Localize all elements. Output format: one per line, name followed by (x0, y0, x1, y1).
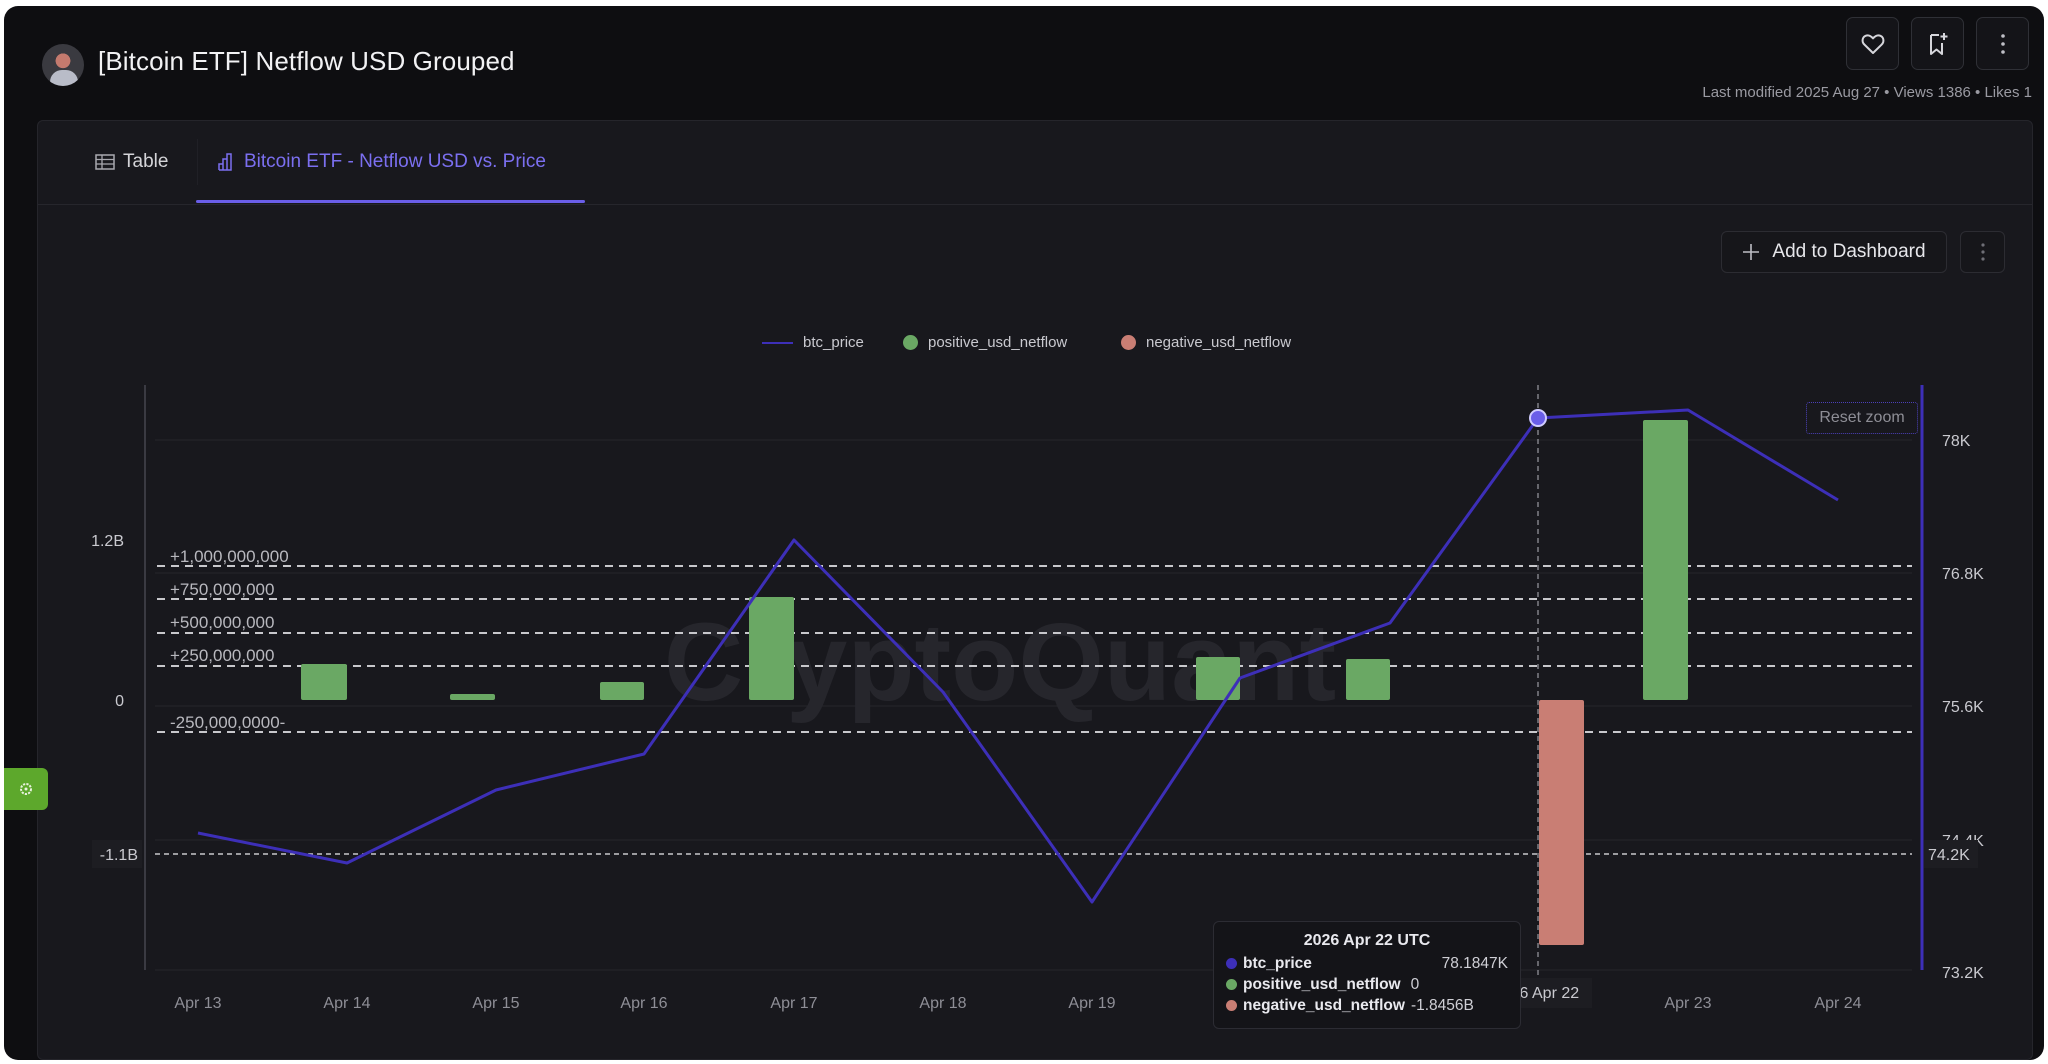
dot-icon (1226, 1000, 1237, 1011)
svg-text:Apr 16: Apr 16 (620, 995, 667, 1012)
reference-line-labels: +1,000,000,000 +750,000,000 +500,000,000… (170, 547, 289, 732)
bookmark-plus-icon (1929, 32, 1947, 55)
right-axis-labels: 78K 76.8K 75.6K 74.4K 73.2K (1942, 433, 1984, 982)
tooltip-row-negative: negative_usd_netflow -1.8456B (1226, 995, 1508, 1016)
gear-icon (20, 783, 32, 795)
svg-text:Apr 14: Apr 14 (323, 995, 370, 1012)
svg-text:+250,000,000: +250,000,000 (170, 646, 274, 665)
gridlines (155, 439, 1912, 971)
svg-text:Apr 24: Apr 24 (1814, 995, 1861, 1012)
left-crosshair-label: -1.1B (100, 847, 138, 864)
like-button[interactable] (1846, 17, 1899, 70)
chart-plot[interactable]: CryptoQuant +1,000,000,000 +750,000,000 … (4, 6, 2044, 1060)
right-crosshair-label-bg (1924, 840, 1978, 868)
svg-text:Apr 23: Apr 23 (1664, 995, 1711, 1012)
svg-text:Apr 17: Apr 17 (770, 995, 817, 1012)
svg-text:Apr 13: Apr 13 (174, 995, 221, 1012)
dot-icon (1226, 979, 1237, 990)
legend-label: btc_price (803, 334, 864, 351)
table-icon (95, 154, 115, 170)
legend-item-btc-price[interactable]: btc_price (762, 334, 864, 351)
dot-icon (1226, 958, 1237, 969)
svg-text:+500,000,000: +500,000,000 (170, 613, 274, 632)
tooltip-series-value: 0 (1410, 975, 1420, 993)
legend-item-positive-netflow[interactable]: positive_usd_netflow (903, 334, 1067, 351)
tooltip-series-name: positive_usd_netflow (1243, 975, 1401, 993)
tooltip-series-value: 78.1847K (1441, 954, 1508, 972)
svg-text:+1,000,000,000: +1,000,000,000 (170, 547, 289, 566)
more-vertical-icon (2000, 33, 2005, 54)
legend-item-negative-netflow[interactable]: negative_usd_netflow (1121, 334, 1291, 351)
tooltip-series-name: btc_price (1243, 954, 1312, 972)
add-to-dashboard-button[interactable]: Add to Dashboard (1721, 231, 1947, 273)
tooltip-series-value: -1.8456B (1410, 996, 1474, 1014)
hover-point-marker (1529, 409, 1547, 427)
dot-swatch-icon (1121, 335, 1136, 350)
bookmark-button[interactable] (1911, 17, 1964, 70)
tab-table[interactable]: Table (95, 147, 168, 177)
reset-zoom-button[interactable]: Reset zoom (1806, 402, 1918, 434)
page-meta: Last modified 2025 Aug 27 • Views 1386 •… (1702, 84, 2032, 101)
svg-text:75.6K: 75.6K (1942, 699, 1984, 716)
tooltip-series-name: negative_usd_netflow (1243, 996, 1405, 1014)
tooltip-row-btc-price: btc_price 78.1847K (1226, 953, 1508, 974)
tab-chart[interactable]: Bitcoin ETF - Netflow USD vs. Price (218, 147, 546, 177)
line-swatch-icon (762, 341, 793, 344)
legend-label: positive_usd_netflow (928, 334, 1068, 351)
svg-text:0: 0 (115, 693, 124, 710)
tab-bar: Table Bitcoin ETF - Netflow USD vs. Pric… (38, 121, 2032, 205)
add-to-dashboard-label: Add to Dashboard (1772, 241, 1926, 262)
chart-legend: btc_price positive_usd_netflow negative_… (4, 334, 2044, 358)
chart-tooltip: 2026 Apr 22 UTC btc_price 78.1847K posit… (1213, 921, 1521, 1029)
left-crosshair-label-bg (92, 840, 142, 868)
svg-text:73.2K: 73.2K (1942, 965, 1984, 982)
bars-positive[interactable] (301, 420, 1688, 700)
heart-icon (1861, 33, 1884, 54)
svg-text:76.8K: 76.8K (1942, 566, 1984, 583)
svg-text:78K: 78K (1942, 433, 1971, 450)
more-options-button[interactable] (1976, 17, 2029, 70)
svg-text:+750,000,000: +750,000,000 (170, 580, 274, 599)
left-axis-labels: 1.2B 0 (91, 533, 124, 710)
app-window: [Bitcoin ETF] Netflow USD Grouped Last m… (4, 6, 2044, 1060)
chart-more-button[interactable] (1960, 231, 2005, 273)
bars-negative[interactable] (1539, 700, 1584, 945)
svg-text:Apr 19: Apr 19 (1068, 995, 1115, 1012)
dot-swatch-icon (903, 335, 918, 350)
more-vertical-icon (1980, 243, 1985, 261)
tooltip-row-positive: positive_usd_netflow 0 (1226, 974, 1508, 995)
svg-text:-250,000,0000-: -250,000,0000- (170, 713, 285, 732)
right-crosshair-label: 74.2K (1928, 847, 1970, 864)
chart-panel: Table Bitcoin ETF - Netflow USD vs. Pric… (37, 120, 2033, 1060)
svg-text:1.2B: 1.2B (91, 533, 124, 550)
svg-text:Apr 15: Apr 15 (472, 995, 519, 1012)
btc-price-line[interactable] (197, 408, 1839, 904)
tab-table-label: Table (123, 151, 169, 172)
tab-divider (197, 139, 198, 185)
legend-label: negative_usd_netflow (1146, 334, 1292, 351)
page-title: [Bitcoin ETF] Netflow USD Grouped (98, 46, 515, 76)
svg-text:Apr 18: Apr 18 (919, 995, 966, 1012)
tab-chart-label: Bitcoin ETF - Netflow USD vs. Price (244, 151, 546, 172)
plus-icon (1743, 244, 1760, 260)
active-tab-indicator (196, 200, 585, 203)
reference-lines (157, 565, 1912, 733)
author-avatar[interactable] (42, 44, 84, 86)
settings-button[interactable] (4, 768, 48, 810)
tooltip-title: 2026 Apr 22 UTC (1303, 932, 1431, 949)
x-axis-labels: Apr 13 Apr 14 Apr 15 Apr 16 Apr 17 Apr 1… (174, 995, 1861, 1012)
bar-chart-icon (218, 153, 232, 171)
